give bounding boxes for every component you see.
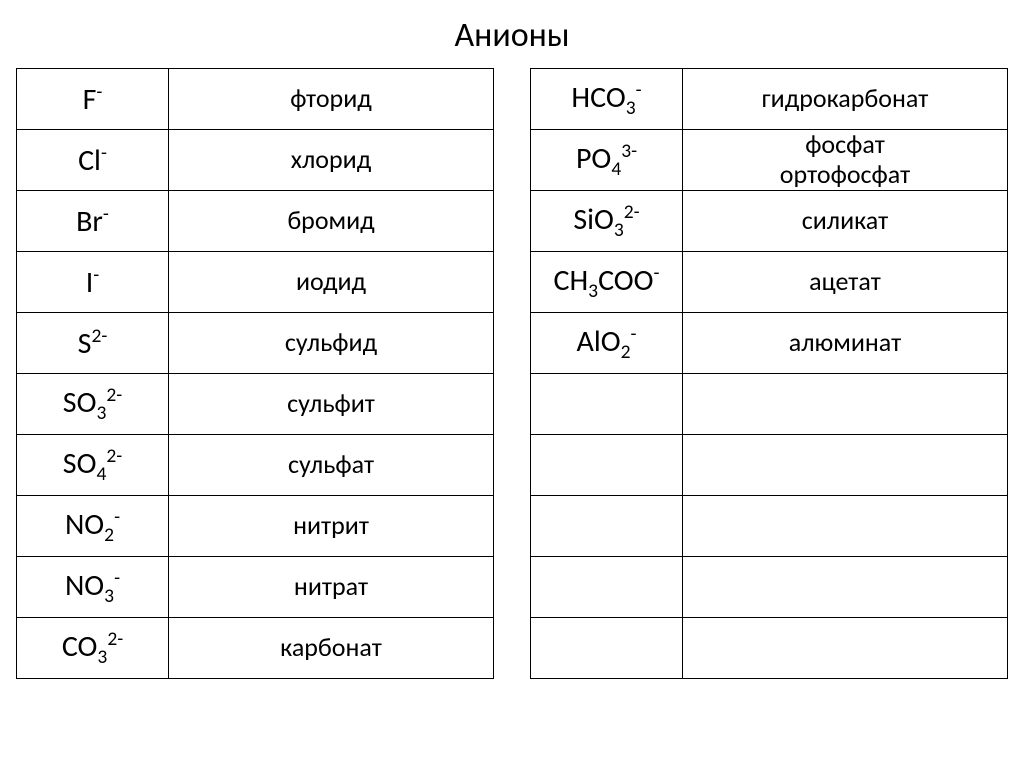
- anion-name-cell: [683, 374, 1008, 435]
- formula-cell: SO32-: [17, 374, 169, 435]
- formula-cell: Br-: [17, 191, 169, 252]
- table-row: AlO2-алюминат: [531, 313, 1008, 374]
- anion-name-cell: бромид: [169, 191, 494, 252]
- anion-name-cell: нитрит: [169, 496, 494, 557]
- formula-cell: [531, 435, 683, 496]
- page-title: Анионы: [5, 15, 1019, 56]
- table-row: [531, 496, 1008, 557]
- anion-name-cell: сульфит: [169, 374, 494, 435]
- table-row: F-фторид: [17, 69, 494, 130]
- anion-name-cell: [683, 435, 1008, 496]
- right-anion-table: HCO3-гидрокарбонатPO43-фосфатортофосфатS…: [530, 68, 1008, 679]
- formula-cell: CO32-: [17, 618, 169, 679]
- table-row: [531, 557, 1008, 618]
- formula-cell: NO3-: [17, 557, 169, 618]
- table-row: HCO3-гидрокарбонат: [531, 69, 1008, 130]
- formula-cell: HCO3-: [531, 69, 683, 130]
- formula-cell: I-: [17, 252, 169, 313]
- formula-cell: S2-: [17, 313, 169, 374]
- anion-name-cell: фосфатортофосфат: [683, 130, 1008, 191]
- formula-cell: NO2-: [17, 496, 169, 557]
- tables-container: F-фторидCl-хлоридBr-бромидI-иодидS2-суль…: [5, 68, 1019, 679]
- table-row: SO32-сульфит: [17, 374, 494, 435]
- anion-name-cell: силикат: [683, 191, 1008, 252]
- table-row: SiO32-силикат: [531, 191, 1008, 252]
- left-anion-table: F-фторидCl-хлоридBr-бромидI-иодидS2-суль…: [16, 68, 494, 679]
- formula-cell: AlO2-: [531, 313, 683, 374]
- table-row: [531, 374, 1008, 435]
- table-row: [531, 435, 1008, 496]
- table-row: SO42-сульфат: [17, 435, 494, 496]
- formula-cell: [531, 374, 683, 435]
- anion-name-cell: [683, 618, 1008, 679]
- anion-name-cell: [683, 496, 1008, 557]
- anion-name-cell: [683, 557, 1008, 618]
- anion-name-cell: гидрокарбонат: [683, 69, 1008, 130]
- formula-cell: SiO32-: [531, 191, 683, 252]
- formula-cell: F-: [17, 69, 169, 130]
- table-row: CH3COO-ацетат: [531, 252, 1008, 313]
- table-row: PO43-фосфатортофосфат: [531, 130, 1008, 191]
- formula-cell: Cl-: [17, 130, 169, 191]
- anion-name-cell: хлорид: [169, 130, 494, 191]
- formula-cell: CH3COO-: [531, 252, 683, 313]
- table-row: S2-сульфид: [17, 313, 494, 374]
- formula-cell: SO42-: [17, 435, 169, 496]
- anion-name-cell: алюминат: [683, 313, 1008, 374]
- formula-cell: [531, 618, 683, 679]
- table-row: NO2-нитрит: [17, 496, 494, 557]
- anion-name-cell: фторид: [169, 69, 494, 130]
- anion-name-cell: карбонат: [169, 618, 494, 679]
- table-row: Cl-хлорид: [17, 130, 494, 191]
- anion-name-cell: нитрат: [169, 557, 494, 618]
- formula-cell: [531, 557, 683, 618]
- table-row: Br-бромид: [17, 191, 494, 252]
- anion-name-cell: ацетат: [683, 252, 1008, 313]
- table-row: [531, 618, 1008, 679]
- anion-name-cell: сульфат: [169, 435, 494, 496]
- formula-cell: [531, 496, 683, 557]
- table-row: I-иодид: [17, 252, 494, 313]
- formula-cell: PO43-: [531, 130, 683, 191]
- anion-name-cell: иодид: [169, 252, 494, 313]
- anion-name-cell: сульфид: [169, 313, 494, 374]
- table-row: CO32-карбонат: [17, 618, 494, 679]
- table-row: NO3-нитрат: [17, 557, 494, 618]
